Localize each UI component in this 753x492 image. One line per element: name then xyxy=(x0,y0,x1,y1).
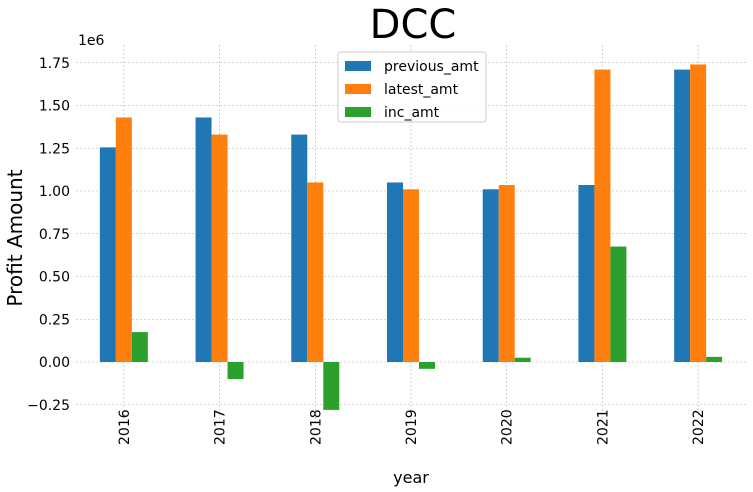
bar-inc_amt-2018 xyxy=(323,362,340,410)
bar-previous_amt-2021 xyxy=(578,185,595,362)
legend-label-inc_amt: inc_amt xyxy=(384,105,440,121)
x-axis-label: year xyxy=(393,468,429,487)
bar-previous_amt-2020 xyxy=(482,189,499,362)
x-tick-label: 2018 xyxy=(308,409,324,445)
y-tick-label: 1.25 xyxy=(39,141,70,157)
bar-inc_amt-2021 xyxy=(610,246,627,362)
y-tick-label: 1.75 xyxy=(39,56,70,72)
x-tick-label: 2017 xyxy=(213,409,229,445)
bar-inc_amt-2016 xyxy=(131,332,148,362)
bar-latest_amt-2017 xyxy=(211,134,228,362)
legend-frame xyxy=(337,51,487,123)
x-tick-label: 2016 xyxy=(117,409,133,445)
bar-previous_amt-2022 xyxy=(674,69,691,362)
bar-latest_amt-2019 xyxy=(403,189,419,362)
x-tick-label: 2021 xyxy=(595,409,611,445)
bar-inc_amt-2019 xyxy=(419,362,435,369)
legend: previous_amt latest_amt inc_amt xyxy=(337,51,487,123)
y-tick-label: 0.00 xyxy=(39,355,70,371)
legend-label-previous_amt: previous_amt xyxy=(384,59,479,75)
y-tick-label: 0.75 xyxy=(39,227,70,243)
legend-swatch-latest_amt xyxy=(345,84,371,94)
bar-latest_amt-2018 xyxy=(307,182,324,362)
x-tick-label: 2020 xyxy=(500,409,516,445)
bar-inc_amt-2022 xyxy=(706,356,723,362)
y-tick-label: 1.50 xyxy=(39,99,70,115)
y-axis-label: Profit Amount xyxy=(3,169,27,306)
bar-latest_amt-2021 xyxy=(594,69,611,362)
bar-previous_amt-2018 xyxy=(291,134,308,362)
legend-swatch-previous_amt xyxy=(345,61,371,71)
y-tick-label: −0.25 xyxy=(27,398,70,414)
bar-previous_amt-2017 xyxy=(195,117,212,362)
chart-title: DCC xyxy=(370,2,457,48)
x-tick-label: 2019 xyxy=(404,409,420,445)
bar-inc_amt-2020 xyxy=(514,357,531,362)
bar-latest_amt-2016 xyxy=(115,117,132,362)
bar-latest_amt-2020 xyxy=(498,185,515,362)
y-tick-label: 0.50 xyxy=(39,270,70,286)
bar-latest_amt-2022 xyxy=(690,64,707,363)
x-tick-label: 2022 xyxy=(691,409,707,445)
y-scale-label: 1e6 xyxy=(78,33,105,49)
bars xyxy=(99,64,723,410)
bar-inc_amt-2017 xyxy=(227,362,244,380)
y-tick-labels: −0.25 0.00 0.25 0.50 0.75 1.00 1.25 1.50 1.75 xyxy=(27,56,70,414)
bar-previous_amt-2019 xyxy=(387,182,403,362)
legend-swatch-inc_amt xyxy=(345,107,371,117)
x-tick-labels: 2016 2017 2018 2019 2020 2021 2022 xyxy=(117,409,707,445)
legend-label-latest_amt: latest_amt xyxy=(384,82,459,98)
y-tick-label: 1.00 xyxy=(39,184,70,200)
y-tick-label: 0.25 xyxy=(39,312,70,328)
bar-previous_amt-2016 xyxy=(99,147,116,362)
